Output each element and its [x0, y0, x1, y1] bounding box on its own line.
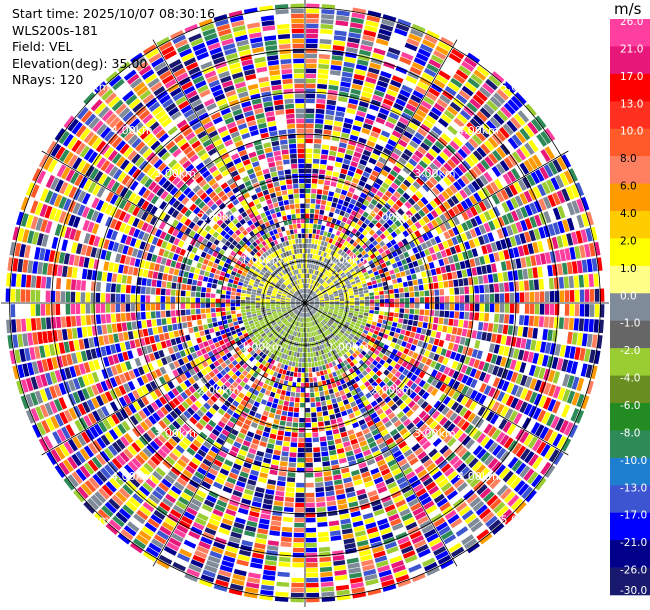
- gate-group-14: [240, 240, 370, 359]
- colorbar-segment: [610, 46, 650, 75]
- field-text: Field: VEL: [12, 39, 73, 55]
- range-label: 1.00km: [241, 254, 283, 267]
- range-label: 4.00km: [111, 124, 153, 137]
- azimuth-spoke: [304, 302, 458, 567]
- colorbar-tick-label: 4.0: [620, 208, 637, 220]
- colorbar-segment: [610, 101, 650, 130]
- colorbar-tick-label: 26.0: [620, 19, 643, 28]
- colorbar-tick-label: 6.0: [620, 181, 637, 193]
- range-ring-grid: [1, 0, 609, 607]
- azimuth-spoke: [152, 302, 306, 567]
- colorbar-tick-label: -26.0: [620, 565, 647, 577]
- colorbar-tick-label: -13.0: [620, 482, 647, 494]
- colorbar-tick-label: -1.0: [620, 318, 641, 330]
- range-label: 5.00km: [501, 81, 543, 94]
- velocity-colorbar: 26.0 21.0 17.0 13.0 10.0 8.0 6.0 4.0 2.0 1.0 0.0 -1…: [610, 19, 650, 597]
- colorbar-segment: [610, 457, 650, 486]
- colorbar-segment: [610, 567, 650, 596]
- colorbar-segment: [610, 320, 650, 349]
- colorbar-unit-label: m/s: [614, 0, 642, 18]
- colorbar-tick-label: 10.0: [620, 126, 643, 138]
- colorbar-segment: [610, 430, 650, 459]
- range-labels: 1.00km 1.00km 1.00km 1.00km 2.00km 2.00km 2.00…: [68, 81, 542, 527]
- colorbar-segment: [610, 540, 650, 568]
- range-label: 2.00km: [198, 211, 240, 224]
- range-label: 1.00km: [328, 254, 370, 267]
- azimuth-spoke: [304, 39, 458, 304]
- range-label: 2.00km: [371, 384, 413, 397]
- colorbar-segment: [610, 211, 650, 239]
- colorbar-tick-label: -6.0: [620, 400, 641, 412]
- gate-group-4: [7, 4, 585, 579]
- range-label: 3.00km: [154, 427, 196, 440]
- range-label: 1.00km: [328, 340, 370, 353]
- colorbar-segment: [610, 238, 650, 267]
- colorbar-tick-label: 2.0: [620, 235, 637, 247]
- gate-group-5: [12, 28, 605, 599]
- scan-info: Start time: 2025/10/07 08:30:16 WLS200s-…: [12, 6, 215, 89]
- azimuth-spoke: [304, 302, 569, 456]
- start-time-text: Start time: 2025/10/07 08:30:16: [12, 6, 216, 21]
- gate-group-13: [12, 10, 601, 589]
- colorbar-segment: [610, 19, 650, 47]
- azimuth-spoke: [41, 150, 306, 304]
- gate-group-9: [9, 3, 594, 589]
- range-label: 1.00km: [241, 340, 283, 353]
- range-label: 5.00km: [68, 81, 110, 94]
- colorbar-tick-label: 1.0: [620, 263, 637, 275]
- colorbar-tick-label: -10.0: [620, 455, 647, 467]
- site-name-text: WLS200s-181: [12, 22, 98, 38]
- range-label: 4.00km: [457, 470, 499, 483]
- colorbar-tick-label: 13.0: [620, 98, 643, 110]
- colorbar-segment: [610, 485, 650, 514]
- range-label: 4.00km: [457, 124, 499, 137]
- nrays-text: NRays: 120: [12, 72, 84, 88]
- colorbar-tick-label: -8.0: [620, 427, 641, 439]
- colorbar-segment: [610, 128, 650, 157]
- colorbar-segment: [610, 348, 650, 376]
- range-label: 5.00km: [68, 513, 110, 526]
- gate-group-10: [14, 13, 596, 603]
- colorbar-segment: [610, 156, 650, 184]
- colorbar-segment: [610, 512, 650, 541]
- range-label: 3.00km: [414, 427, 456, 440]
- colorbar-tick-label: 21.0: [620, 43, 643, 55]
- azimuth-spoke: [152, 39, 306, 304]
- azimuth-spoke: [304, 150, 569, 304]
- elevation-text: Elevation(deg): 35.00: [12, 55, 148, 71]
- colorbar-segment: [610, 403, 650, 431]
- colorbar-segment: [610, 73, 650, 102]
- colorbar-tick-label: 17.0: [620, 71, 643, 83]
- colorbar-tick-label: -17.0: [620, 510, 647, 522]
- range-label: 3.00km: [414, 167, 456, 180]
- colorbar-tick-label: -30.0: [620, 585, 647, 597]
- colorbar-tick-label: -21.0: [620, 537, 647, 549]
- range-label: 2.00km: [371, 211, 413, 224]
- colorbar-segment: [610, 293, 650, 322]
- range-label: 3.00km: [154, 167, 196, 180]
- colorbar-segment: [610, 375, 650, 404]
- colorbar-tick-label: 8.0: [620, 153, 637, 165]
- range-label: 5.00km: [501, 513, 543, 526]
- colorbar-segment: [610, 183, 650, 212]
- colorbar-tick-label: -2.0: [620, 345, 641, 357]
- colorbar-tick-label: -4.0: [620, 373, 641, 385]
- colorbar-tick-label: 0.0: [620, 290, 637, 302]
- range-label: 2.00km: [198, 384, 240, 397]
- radar-ppi-display: 1.00km 1.00km 1.00km 1.00km 2.00km 2.00km 2.00…: [1, 0, 609, 607]
- azimuth-spoke: [41, 302, 306, 456]
- gate-group-12: [11, 10, 601, 602]
- gate-group-11: [10, 9, 598, 592]
- range-label: 4.00km: [111, 470, 153, 483]
- colorbar-segment: [610, 265, 650, 294]
